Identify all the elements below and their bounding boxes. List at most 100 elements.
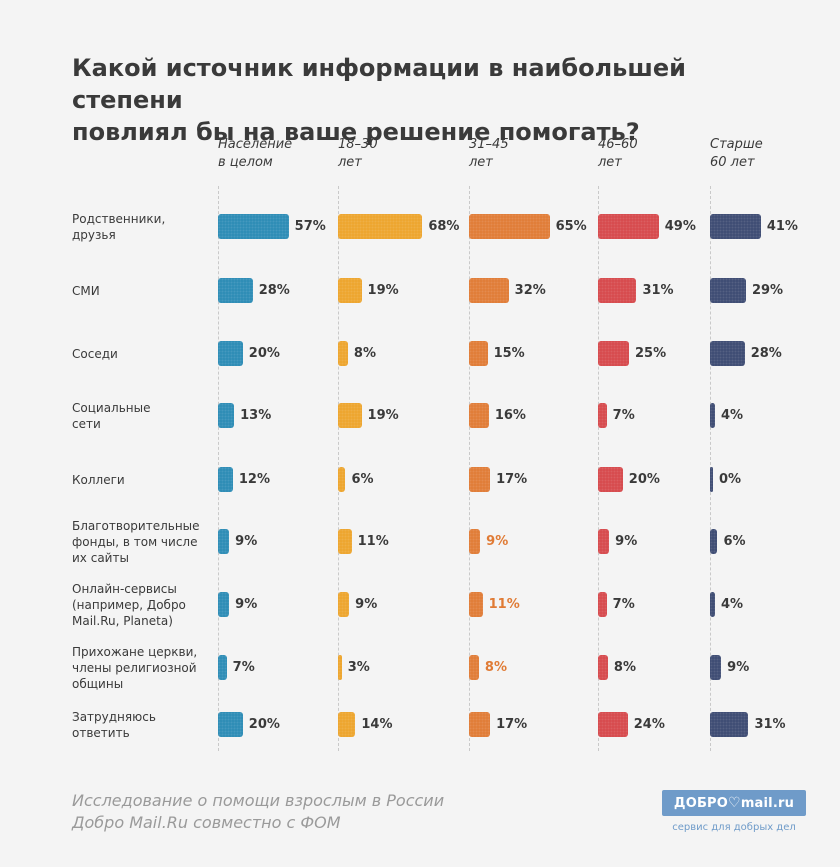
category-label-0: Родственники, друзья	[72, 211, 207, 243]
bar	[338, 214, 423, 239]
bar	[338, 712, 356, 737]
bar	[469, 592, 483, 617]
series-header-line: лет	[469, 155, 493, 170]
bar-value-label: 14%	[361, 717, 393, 732]
series-header-line: 46–60	[598, 137, 638, 152]
bar-value-label: 25%	[635, 346, 667, 361]
footer-caption: Исследование о помощи взрослым в России …	[72, 790, 444, 834]
bar	[469, 341, 488, 366]
category-label-line: фонды, в том числе	[72, 534, 198, 549]
bar	[710, 214, 761, 239]
bar-value-label: 0%	[719, 472, 742, 487]
series-header-line: 18–30	[338, 137, 378, 152]
logo-text-left: ДОБРО	[673, 796, 729, 811]
bar	[710, 403, 715, 428]
category-label-line: Mail.Ru, Planeta)	[72, 613, 173, 628]
series-header-4: Старше 60 лет	[710, 136, 763, 172]
category-label-line: друзья	[72, 227, 116, 242]
chart-title: Какой источник информации в наибольшей с…	[72, 52, 772, 148]
bar	[338, 403, 362, 428]
bar	[469, 529, 481, 554]
bar	[598, 712, 628, 737]
bar	[218, 529, 230, 554]
category-label-line: общины	[72, 676, 124, 691]
bar	[469, 214, 550, 239]
series-header-3: 46–60 лет	[598, 136, 638, 172]
bar	[598, 403, 607, 428]
category-label-line: их сайты	[72, 550, 129, 565]
bar-value-label: 19%	[367, 283, 399, 298]
bar-value-label: 11%	[357, 534, 389, 549]
category-label-line: Соседи	[72, 346, 118, 361]
bar-value-label: 13%	[240, 408, 272, 423]
bar-value-label: 28%	[258, 283, 290, 298]
series-header-line: 31–45	[469, 137, 509, 152]
bar-value-label: 8%	[613, 660, 636, 675]
bar	[710, 712, 749, 737]
category-label-line: Социальные	[72, 400, 151, 415]
bar	[218, 655, 227, 680]
category-label-line: ответить	[72, 725, 130, 740]
footer-line-2: Добро Mail.Ru совместно с ФОМ	[72, 813, 341, 832]
bar	[710, 341, 745, 366]
bar	[469, 403, 489, 428]
dobro-mailru-logo[interactable]: ДОБРО♡mail.ru	[662, 790, 806, 816]
bar-value-label: 29%	[751, 283, 784, 298]
bar-value-label: 4%	[720, 408, 744, 423]
bar	[598, 655, 608, 680]
bar-value-label: 6%	[351, 472, 374, 487]
category-label-8: Затрудняюсь ответить	[72, 709, 207, 741]
category-label-line: СМИ	[72, 283, 100, 298]
bar-value-label: 9%	[235, 597, 258, 612]
series-header-0: Население в целом	[218, 136, 292, 172]
bar-value-label: 7%	[232, 660, 255, 675]
bar	[338, 592, 350, 617]
bar-value-label: 68%	[428, 219, 460, 234]
category-label-line: (например, Добро	[72, 597, 186, 612]
chart-title-line-2: повлиял бы на ваше решение помогать?	[72, 118, 640, 146]
category-label-line: Затрудняюсь	[72, 709, 156, 724]
series-header-line: 60 лет	[710, 155, 755, 170]
bar	[710, 529, 718, 554]
bar	[710, 467, 713, 492]
bar-value-label: 12%	[238, 472, 270, 487]
bar-value-label: 9%	[727, 660, 750, 675]
bar	[218, 592, 230, 617]
bar-value-label: 32%	[514, 283, 546, 298]
series-header-1: 18–30 лет	[338, 136, 378, 172]
series-header-line: в целом	[218, 155, 273, 170]
bar-value-label: 9%	[355, 597, 378, 612]
category-label-line: Коллеги	[72, 472, 125, 487]
bar	[598, 467, 623, 492]
bar	[218, 403, 235, 428]
bar	[469, 712, 491, 737]
bar-value-label: 9%	[615, 534, 638, 549]
bar-value-label: 11%	[488, 597, 520, 612]
bar-value-label: 8%	[484, 660, 507, 675]
bar-value-label: 6%	[723, 534, 746, 549]
bar-value-label: 16%	[494, 408, 526, 423]
bar	[469, 278, 509, 303]
category-label-line: члены религиозной	[72, 660, 197, 675]
chart-title-line-1: Какой источник информации в наибольшей с…	[72, 54, 686, 114]
bar-value-label: 9%	[486, 534, 509, 549]
heart-icon: ♡	[728, 795, 741, 811]
bar-value-label: 49%	[664, 219, 696, 234]
bar-value-label: 20%	[248, 717, 280, 732]
bar	[469, 467, 491, 492]
logo-text-right: mail.ru	[740, 796, 795, 811]
bar	[469, 655, 479, 680]
category-label-7: Прихожане церкви, члены религиозной общины	[72, 644, 207, 692]
series-header-line: лет	[598, 155, 622, 170]
bar	[338, 341, 348, 366]
bar	[598, 278, 637, 303]
bar-value-label: 17%	[496, 717, 528, 732]
bar-value-label: 31%	[754, 717, 786, 732]
bar-value-label: 3%	[347, 660, 370, 675]
bar	[218, 467, 233, 492]
bar-value-label: 57%	[294, 219, 326, 234]
bar-value-label: 41%	[766, 219, 798, 234]
bar	[710, 592, 715, 617]
bar-value-label: 65%	[555, 219, 587, 234]
bar	[338, 278, 362, 303]
